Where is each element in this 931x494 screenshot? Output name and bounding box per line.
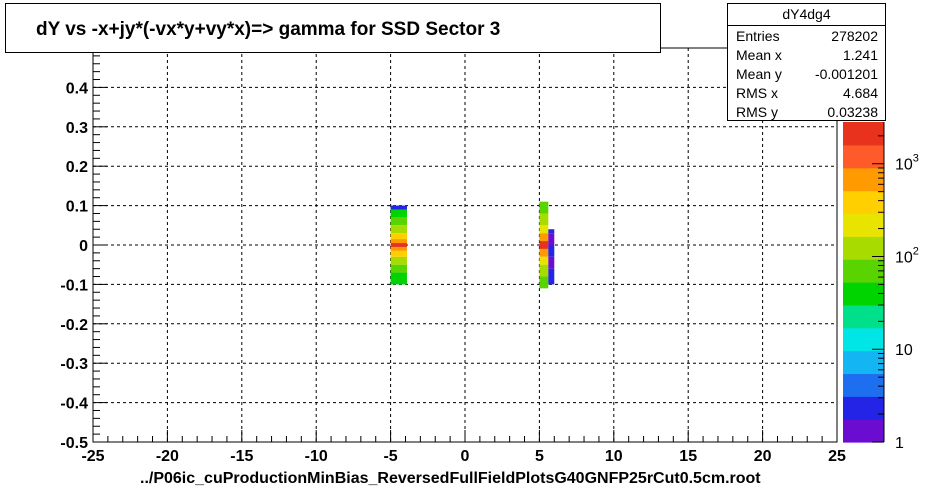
x-tick-label: -5 [383,448,397,465]
heatmap-cell [539,256,549,265]
palette-swatch [843,213,884,237]
palette-swatch [843,350,884,375]
file-path-label: ../P06ic_cuProductionMinBias_ReversedFul… [140,470,761,487]
y-tick-label: 0.3 [66,120,88,137]
heatmap-cells [390,201,555,289]
y-tick-label: 0.1 [66,199,88,216]
heatmap-cell [539,241,549,249]
palette-swatch [843,190,884,215]
stat-label: RMS y [736,104,778,120]
stat-row-mean-x: Mean x 1.241 [736,47,878,66]
palette-swatch [843,259,884,283]
heatmap-cell [548,229,555,234]
x-tick-label: 15 [679,448,697,465]
stat-value: -0.001201 [814,66,878,82]
heatmap-cell [539,225,549,234]
stat-label: RMS x [736,85,778,101]
palette-swatch [843,419,884,443]
heatmap-cell [390,205,407,210]
x-tick-label: 10 [605,448,623,465]
heatmap-cell [390,243,407,247]
palette-swatch [843,327,884,352]
palette-swatch [843,373,884,397]
heatmap-cell [390,225,407,234]
stats-histogram-name: dY4dg4 [728,4,885,26]
stat-value: 4.684 [842,85,878,101]
heatmap-cell [390,256,407,265]
y-tick-label: -0.4 [60,396,88,413]
x-tick-label: 0 [461,448,470,465]
palette-swatch [843,304,884,329]
stats-box: dY4dg4 Entries 278202 Mean x 1.241 Mean … [727,3,886,121]
palette-swatch [843,396,884,420]
heatmap-cell [548,245,555,257]
heatmap-cell [548,233,555,245]
heatmap-cell [390,264,407,273]
z-tick-label: 1 [895,435,904,452]
y-tick-label: -0.2 [60,317,88,334]
heatmap-cell [390,246,407,251]
heatmap-cell [539,248,549,257]
y-tick-label: 0.4 [66,80,88,97]
y-tick-label: -0.5 [60,435,88,452]
palette-swatch [843,167,884,192]
x-tick-label: 25 [828,448,846,465]
heatmap-cell [390,250,407,257]
heatmap-cell [390,272,407,285]
palette-swatch [843,144,884,169]
color-palette: 1 10 102 103 [843,122,919,452]
x-tick-label: -15 [230,448,253,465]
stat-value: 1.241 [842,47,878,63]
y-tick-label: 0.2 [66,159,88,176]
stat-value: 0.03238 [827,104,878,120]
axes: -25 -20 -15 -10 -5 0 5 10 15 20 25 -0.5 -0.4 -0.3 -0.2… [60,47,846,465]
stat-row-entries: Entries 278202 [736,28,878,47]
heatmap-cell [539,233,549,242]
heatmap-cell [390,209,407,218]
z-tick-label: 10 [895,342,913,359]
palette-swatch [843,236,884,260]
stat-label: Entries [736,28,780,44]
grid [93,48,837,442]
y-tick-label: 0 [79,238,88,255]
title-box: dY vs -x+jy*(-vx*y+vy*x)=> gamma for SSD… [5,3,661,53]
stat-label: Mean y [736,66,782,82]
x-tick-label: -10 [305,448,328,465]
heatmap-cell [390,233,407,240]
stat-label: Mean x [736,47,782,63]
heatmap-cell [548,268,555,285]
heatmap-cell [548,256,555,269]
heatmap-cell [390,217,407,226]
palette-swatch [843,282,884,306]
heatmap-cell [539,276,549,289]
stat-row-rms-x: RMS x 4.684 [736,85,878,104]
x-tick-label: -25 [81,448,104,465]
stat-value: 278202 [831,28,878,44]
heatmap-cell [390,239,407,244]
stat-row-mean-y: Mean y -0.001201 [736,66,878,85]
y-tick-label: -0.3 [60,356,88,373]
heatmap-cell [539,264,549,277]
chart-title: dY vs -x+jy*(-vx*y+vy*x)=> gamma for SSD… [36,19,501,40]
x-tick-label: 20 [754,448,772,465]
x-tick-label: -20 [156,448,179,465]
x-tick-label: 5 [535,448,544,465]
palette-swatch [843,122,884,146]
z-tick-label: 102 [895,245,919,266]
heatmap-cell [539,213,549,226]
stat-row-rms-y: RMS y 0.03238 [736,104,878,123]
y-tick-label: -0.1 [60,277,88,294]
heatmap-cell [539,201,549,214]
z-tick-label: 103 [895,153,919,174]
